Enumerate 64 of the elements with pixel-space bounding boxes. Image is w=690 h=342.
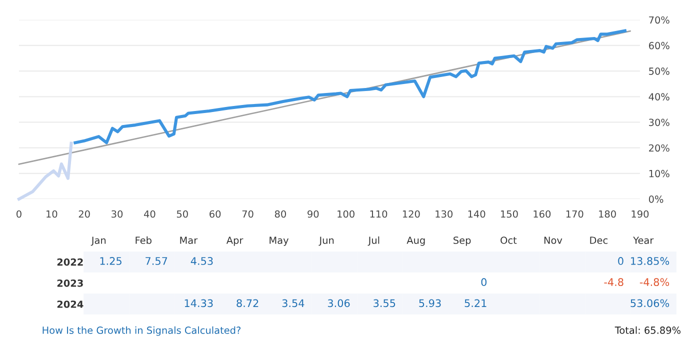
line-series [74, 29, 626, 144]
x-tick-label: 30 [112, 210, 123, 218]
y-tick-label: 60% [648, 42, 670, 50]
data-label: -4.8% [640, 278, 670, 286]
y-tick-label: 70% [649, 16, 670, 24]
x-tick-label: 150 [501, 210, 518, 218]
x-tick-label: 60 [210, 210, 221, 218]
x-tick-label: Oct [500, 236, 517, 244]
x-tick-label: Year [633, 236, 654, 244]
data-label: 8.72 [236, 299, 258, 308]
data-label: 14.33 [184, 299, 213, 308]
data-label: 5.21 [464, 299, 486, 308]
y-tick-label: 10% [649, 170, 670, 178]
x-tick-label: 10 [46, 210, 58, 218]
x-tick-label: Jun [318, 236, 334, 246]
x-tick-label: 160 [534, 210, 551, 218]
data-label: 3.06 [328, 299, 350, 308]
data-label: 0 [481, 278, 487, 286]
x-tick-label: 90 [308, 210, 319, 218]
x-tick-label: 0 [16, 210, 22, 218]
x-tick-label: 100 [338, 210, 354, 218]
x-tick-label: 50 [176, 210, 188, 218]
x-tick-label: Apr [226, 236, 244, 246]
x-tick-label: Nov [544, 236, 562, 244]
line-series [17, 142, 73, 201]
data-label: 4.53 [190, 257, 213, 265]
text: How Is the Growth in Signals Calculated? [42, 326, 240, 336]
y-tick-label: 2024 [57, 300, 84, 308]
data-label: 0 [618, 257, 624, 265]
x-tick-label: 140 [468, 210, 486, 218]
x-tick-label: 80 [274, 210, 286, 218]
x-tick-label: Dec [590, 236, 608, 244]
x-tick-label: 130 [436, 210, 452, 218]
x-tick-label: 40 [144, 210, 156, 218]
x-tick-label: May [270, 236, 289, 246]
data-label: 1.25 [100, 257, 122, 265]
y-tick-label: 2023 [57, 279, 83, 287]
x-tick-label: 180 [599, 210, 616, 218]
y-tick-label: 2022 [57, 258, 83, 266]
x-tick-label: 110 [370, 210, 388, 218]
x-tick-label: Mar [180, 236, 198, 244]
data-label: 3.55 [374, 299, 396, 308]
x-tick-label: Aug [406, 236, 425, 246]
y-tick-label: 40% [648, 93, 670, 100]
y-tick-label: 20% [649, 144, 670, 152]
x-tick-label: Sep [454, 236, 471, 246]
text: Total: 65.89% [614, 326, 680, 334]
x-tick-label: Jan [90, 236, 106, 246]
data-label: 7.57 [146, 257, 168, 265]
y-tick-label: 50% [649, 68, 670, 75]
data-label: 3.54 [282, 299, 304, 308]
x-tick-label: Feb [136, 236, 152, 244]
x-tick-label: 170 [566, 210, 584, 218]
data-label: 5.93 [419, 299, 441, 308]
y-tick-label: 30% [649, 118, 670, 126]
data-label: -4.8 [604, 278, 624, 286]
x-tick-label: 20 [78, 210, 90, 218]
data-label: 13.85% [631, 257, 670, 265]
y-tick-label: 0% [648, 196, 664, 203]
data-label: 53.06% [630, 299, 670, 308]
x-tick-label: 190 [632, 210, 649, 218]
x-tick-label: 70 [242, 210, 254, 218]
x-tick-label: Jul [368, 236, 380, 246]
x-tick-label: 120 [402, 210, 420, 218]
